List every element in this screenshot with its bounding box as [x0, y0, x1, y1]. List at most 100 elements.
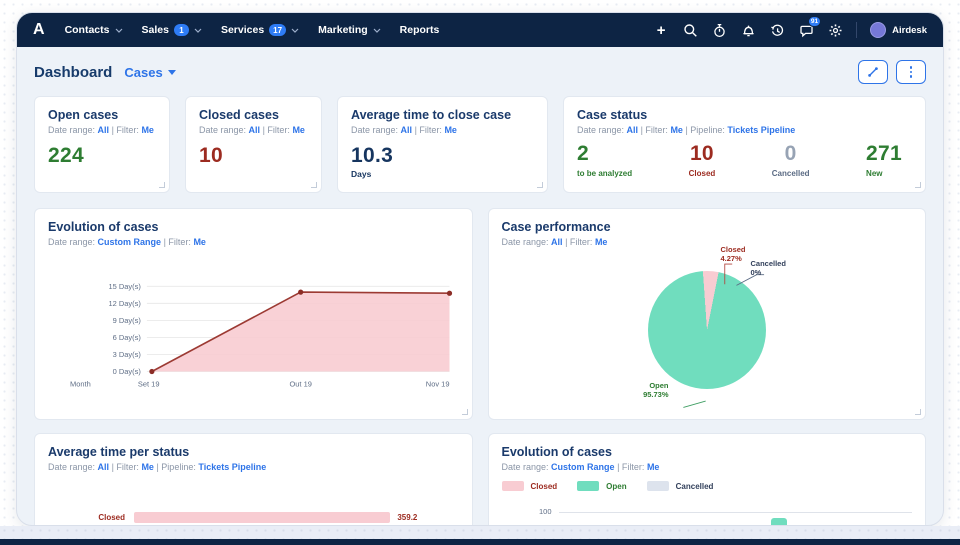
timer-icon[interactable] [711, 22, 727, 38]
ytick-100: 100 [538, 507, 552, 516]
filter-link-me[interactable]: Me [444, 125, 457, 135]
card-case-performance[interactable]: Case performance Date range: All | Filte… [487, 208, 926, 420]
search-icon[interactable] [682, 22, 698, 38]
card-filters: Date range: All | Filter: Me [351, 125, 457, 135]
nav-item-reports[interactable]: Reports [399, 24, 440, 36]
user-name: Airdesk [892, 24, 927, 36]
nav-item-marketing[interactable]: Marketing [318, 24, 381, 36]
pie-circle[interactable] [647, 271, 766, 389]
pie-label-closed: Closed 4.27% [720, 245, 746, 264]
resize-handle[interactable] [159, 182, 165, 188]
bell-icon[interactable] [740, 22, 756, 38]
card-closed-cases[interactable]: Closed cases Date range: All | Filter: M… [185, 96, 322, 193]
filter-link-range[interactable]: All [97, 462, 110, 472]
nav-actions: + 91 Airdesk [653, 16, 927, 39]
card-title: Average time per status [48, 445, 190, 459]
dashboard-selector[interactable]: Cases [124, 65, 176, 80]
chat-icon[interactable]: 91 [798, 16, 822, 38]
green-bar [770, 518, 787, 525]
filter-link-range[interactable]: All [248, 125, 261, 135]
add-icon[interactable]: + [656, 21, 666, 39]
legend-swatch [646, 481, 669, 491]
kpi-value: 10.3 [351, 144, 394, 167]
app-logo[interactable]: A [33, 21, 45, 38]
card-filters: Date range: All | Filter: Me | Pipeline:… [48, 462, 267, 472]
chevron-down-icon [291, 28, 299, 33]
stat-cancelled: 0 Cancelled [771, 142, 810, 178]
nav-item-sales[interactable]: Sales 1 [142, 24, 202, 36]
svg-text:15 Day(s): 15 Day(s) [108, 282, 141, 291]
filter-link-pipeline[interactable]: Tickets Pipeline [198, 462, 267, 472]
kpi-value: 10 [199, 144, 223, 167]
card-evolution-of-cases[interactable]: Evolution of cases Date range: Custom Ra… [34, 208, 473, 420]
svg-text:Nov 19: Nov 19 [426, 380, 450, 389]
card-title: Evolution of cases [48, 220, 159, 234]
pie-label-open: Open 95.73% [643, 381, 669, 400]
nav-item-contacts[interactable]: Contacts [65, 24, 123, 36]
user-menu[interactable]: Airdesk [870, 22, 927, 38]
chevron-down-icon [194, 28, 202, 33]
nav-item-services[interactable]: Services 17 [221, 24, 299, 36]
card-filters: Date range: All | Filter: Me [501, 237, 608, 247]
services-count-badge: 17 [269, 24, 287, 36]
filter-link-range[interactable]: Custom Range [551, 462, 615, 472]
resize-handle[interactable] [537, 182, 543, 188]
card-open-cases[interactable]: Open cases Date range: All | Filter: Me … [34, 96, 170, 193]
hbar-track: 359.2 [134, 512, 459, 523]
expand-button[interactable] [858, 60, 888, 84]
more-options-button[interactable] [896, 60, 926, 84]
hbar-fill [134, 512, 391, 523]
pie-leader-lines [682, 263, 764, 408]
filter-link-me[interactable]: Me [141, 462, 154, 472]
gear-icon[interactable] [827, 22, 843, 38]
resize-handle[interactable] [461, 409, 468, 415]
hbar-chart: Closed 359.2 [48, 512, 459, 523]
card-filters: Date range: All | Filter: Me | Pipeline:… [577, 125, 796, 135]
filter-link-me[interactable]: Me [594, 237, 608, 247]
page-title: Dashboard [34, 63, 113, 81]
filter-link-range[interactable]: Custom Range [97, 237, 162, 247]
filter-link-pipeline[interactable]: Tickets Pipeline [727, 125, 796, 135]
legend-item-cancelled[interactable]: Cancelled [646, 481, 713, 491]
svg-text:9 Day(s): 9 Day(s) [113, 316, 142, 325]
legend-item-closed[interactable]: Closed [501, 481, 557, 491]
card-title: Case performance [501, 220, 611, 234]
card-title: Closed cases [199, 108, 279, 122]
app-window: A Contacts Sales 1 Services 17 Marketing [16, 12, 944, 526]
filter-link-me[interactable]: Me [292, 125, 305, 135]
bottom-row: Average time per status Date range: All … [34, 433, 926, 525]
filter-link-me[interactable]: Me [193, 237, 206, 247]
filter-link-range[interactable]: All [626, 125, 639, 135]
card-evolution-of-cases-stacked[interactable]: Evolution of cases Date range: Custom Ra… [487, 433, 926, 525]
card-filters: Date range: All | Filter: Me [199, 125, 305, 135]
resize-handle[interactable] [311, 182, 317, 188]
chat-count-badge: 91 [807, 16, 822, 27]
card-title: Average time to close case [351, 108, 512, 122]
filter-link-me[interactable]: Me [670, 125, 683, 135]
resize-handle[interactable] [915, 182, 921, 188]
card-average-time-per-status[interactable]: Average time per status Date range: All … [34, 433, 473, 525]
svg-text:0 Day(s): 0 Day(s) [113, 367, 142, 376]
filter-link-me[interactable]: Me [141, 125, 154, 135]
card-filters: Date range: All | Filter: Me [48, 125, 154, 135]
filter-link-me[interactable]: Me [646, 462, 660, 472]
svg-text:6 Day(s): 6 Day(s) [113, 333, 142, 342]
bottom-dark-band [0, 539, 960, 545]
svg-text:12 Day(s): 12 Day(s) [108, 299, 141, 308]
kpi-value: 224 [48, 144, 84, 167]
history-icon[interactable] [769, 22, 785, 38]
hbar-value: 359.2 [397, 513, 418, 522]
kpi-row: Open cases Date range: All | Filter: Me … [34, 96, 926, 193]
card-case-status[interactable]: Case status Date range: All | Filter: Me… [563, 96, 926, 193]
header-actions [858, 60, 926, 84]
resize-handle[interactable] [915, 409, 921, 415]
charts-row: Evolution of cases Date range: Custom Ra… [34, 208, 926, 420]
legend-item-open[interactable]: Open [577, 481, 627, 491]
filter-link-range[interactable]: All [400, 125, 413, 135]
filter-link-range[interactable]: All [551, 237, 563, 247]
gridline [558, 512, 912, 513]
card-average-time-to-close[interactable]: Average time to close case Date range: A… [337, 96, 548, 193]
filter-link-range[interactable]: All [97, 125, 110, 135]
pie-label-cancelled: Cancelled 0% [750, 259, 786, 278]
kpi-unit: Days [351, 169, 372, 179]
